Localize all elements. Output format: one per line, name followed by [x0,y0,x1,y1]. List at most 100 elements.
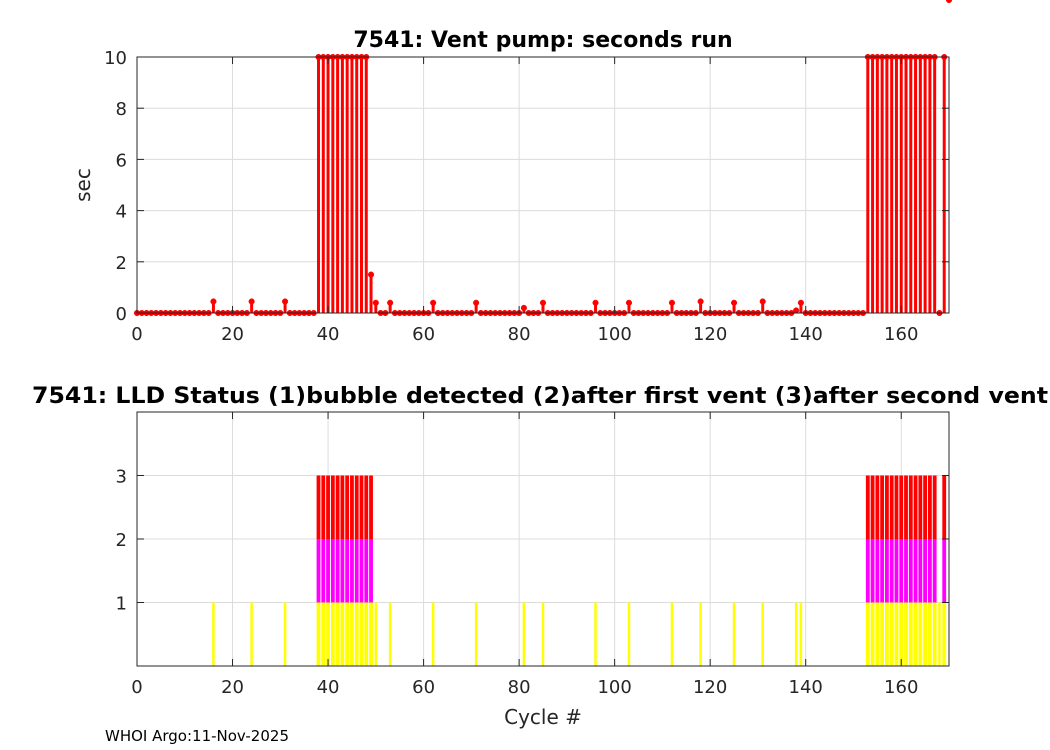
status-bar-level-1 [938,602,941,666]
status-bar-level-3 [889,475,894,539]
top-axes-box [136,56,950,314]
stem-marker [387,299,394,306]
status-bar-level-3 [942,475,947,539]
bottom-y-tick-label: 3 [116,467,127,488]
status-bar-level-3 [913,475,918,539]
bottom-x-tick-label: 160 [884,677,918,698]
status-bar-level-1 [354,602,359,666]
status-bar-level-1 [670,602,674,666]
status-bar-level-3 [350,475,354,539]
top-y-tick-label: 10 [104,48,127,69]
stem-marker [731,299,738,306]
status-bar-level-1 [918,602,923,666]
status-bar-level-1 [880,602,885,666]
status-bar-level-1 [431,602,435,666]
status-bar-level-1 [326,602,330,666]
top-y-tick-label: 4 [116,202,127,223]
top-x-tick-label: 120 [693,324,727,345]
status-bar-level-3 [932,475,937,539]
status-bar-level-3 [364,475,369,539]
top-plot-area [137,57,949,313]
status-bar-level-3 [354,475,359,539]
status-bar-level-3 [359,475,364,539]
status-bar-level-1 [870,602,875,666]
bottom-x-tick-label: 120 [693,677,727,698]
status-bar-level-1 [884,602,889,666]
status-bar-level-1 [522,602,526,666]
status-bar-level-1 [335,602,340,666]
status-bar-level-1 [699,602,702,666]
status-bar-level-3 [335,475,340,539]
bottom-bars [212,475,947,666]
bottom-x-tick-label: 100 [597,677,631,698]
top-x-tick-label: 140 [789,324,823,345]
bottom-x-tick-label: 40 [317,677,340,698]
stem-marker [625,299,633,306]
status-bar-level-1 [364,602,369,666]
status-bar-level-3 [908,475,913,539]
top-x-tick-label: 20 [221,324,244,345]
status-bar-level-3 [884,475,889,539]
bottom-chart: 0 20 40 60 80 100 120 140 160 1 2 3 7541: LLD Statu… [32,384,1049,729]
status-bar-level-3 [865,475,870,539]
status-bar-level-2 [330,539,335,603]
status-bar-level-2 [865,539,870,603]
status-bar-level-2 [359,539,364,603]
stem-marker [248,298,255,305]
status-bar-level-3 [899,475,904,539]
status-bar-level-1 [212,602,215,666]
status-bar-level-2 [942,539,947,603]
status-bar-level-1 [908,602,913,666]
status-bar-level-1 [359,602,364,666]
status-bar-level-1 [474,602,478,666]
stem-marker [697,298,704,305]
status-bar-level-1 [942,602,947,666]
status-bar-level-1 [541,602,545,666]
status-bar-level-2 [894,539,899,603]
status-bar-level-3 [880,475,885,539]
status-bar-level-1 [369,602,373,666]
bottom-x-tick-label: 60 [412,677,435,698]
top-chart: 0 20 40 60 80 100 120 140 160 0 2 4 6 8 10 7541: Vent … [71,0,953,345]
status-bar-level-1 [732,602,736,666]
status-bar-level-2 [340,539,345,603]
status-bar-level-1 [923,602,928,666]
bottom-x-tick-label: 0 [131,677,142,698]
top-x-tick-label: 40 [317,324,340,345]
bottom-x-tick-label: 20 [221,677,244,698]
status-bar-level-2 [316,539,321,603]
top-ticks: 0 20 40 60 80 100 120 140 160 0 2 4 6 8 10 [104,48,949,345]
status-bar-level-3 [904,475,908,539]
bottom-ticks: 0 20 40 60 80 100 120 140 160 1 2 3 [116,412,949,698]
status-bar-level-2 [350,539,354,603]
stem-marker [282,298,289,305]
status-bar-level-1 [889,602,894,666]
status-bar-level-2 [889,539,894,603]
bottom-x-tick-label: 80 [508,677,531,698]
status-bar-level-3 [875,475,880,539]
top-x-tick-label: 60 [412,324,435,345]
stem-marker [539,299,547,306]
stem-marker [473,299,480,306]
status-bar-level-1 [330,602,335,666]
status-bar-level-2 [923,539,928,603]
status-bar-level-3 [345,475,350,539]
status-bar-level-2 [345,539,350,603]
stem-marker [797,299,804,306]
status-bar-level-1 [904,602,908,666]
status-bar-level-1 [345,602,350,666]
top-x-tick-label: 100 [597,324,631,345]
status-bar-level-1 [761,602,764,666]
status-bar-level-3 [369,475,373,539]
bottom-x-tick-label: 140 [789,677,823,698]
status-bar-level-1 [594,602,597,666]
status-bar-level-3 [918,475,923,539]
stem-marker [430,299,437,306]
status-bar-level-3 [923,475,928,539]
status-bar-level-2 [369,539,373,603]
status-bar-level-1 [899,602,904,666]
status-bar-level-1 [250,602,253,666]
status-bar-level-3 [870,475,875,539]
stem-marker [592,299,599,306]
